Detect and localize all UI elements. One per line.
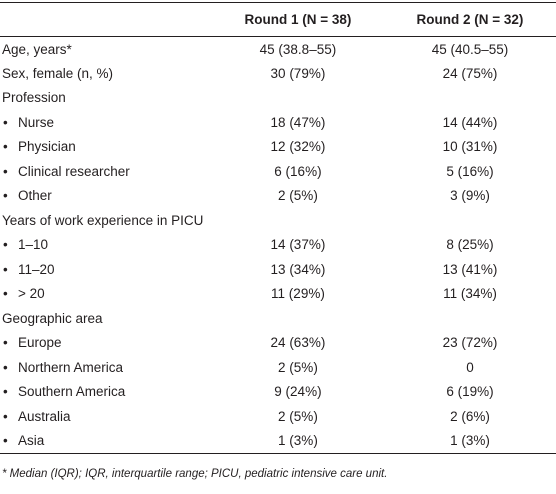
row: 11–20 13 (34%) 13 (41%): [0, 257, 556, 282]
row-label: Sex, female (n, %): [2, 65, 114, 81]
row-label: Northern America: [0, 355, 212, 380]
row-label: > 20: [0, 282, 212, 307]
row: Nurse 18 (47%) 14 (44%): [0, 110, 556, 135]
row: > 20 11 (29%) 11 (34%): [0, 282, 556, 307]
row-label: 1–10: [0, 233, 212, 258]
cell: 0: [466, 359, 474, 375]
cell: 14 (37%): [270, 237, 326, 253]
cell: 2 (5%): [278, 408, 318, 424]
cell: 8 (25%): [446, 237, 494, 253]
cell: 6 (19%): [446, 384, 494, 400]
data-table: Round 1 (N = 38) Round 2 (N = 32) Age, y…: [0, 2, 556, 454]
cell: 1 (3%): [450, 433, 490, 448]
header-cell: Round 1 (N = 38): [244, 12, 352, 27]
row-label: Other: [0, 184, 212, 209]
row-label: Nurse: [0, 110, 212, 135]
cell: 10 (31%): [442, 139, 498, 155]
row: Clinical researcher 6 (16%) 5 (16%): [0, 159, 556, 184]
row-label: Europe: [0, 331, 212, 356]
cell: 18 (47%): [270, 114, 326, 130]
cell: 1 (3%): [278, 433, 318, 448]
cell: 11 (34%): [443, 286, 497, 302]
row: Northern America 2 (5%) 0: [0, 355, 556, 380]
row: Other 2 (5%) 3 (9%): [0, 184, 556, 209]
cell: 30 (79%): [270, 65, 326, 81]
row-label: Asia: [0, 429, 212, 454]
row: Asia 1 (3%) 1 (3%): [0, 429, 556, 454]
cell: 9 (24%): [274, 384, 322, 400]
cell: 3 (9%): [450, 188, 490, 204]
cell: 24 (75%): [442, 65, 498, 81]
row-label: Clinical researcher: [0, 159, 212, 184]
cell: 2 (5%): [278, 359, 318, 375]
footnote: * Median (IQR); IQR, interquartile range…: [2, 467, 388, 480]
group-title: Profession: [2, 90, 66, 106]
row: Sex, female (n, %) 30 (79%) 24 (75%): [0, 61, 556, 86]
cell: 12 (32%): [270, 139, 326, 155]
cell: 5 (16%): [446, 163, 494, 179]
cell: 13 (41%): [442, 261, 498, 277]
row-label: Age, years*: [2, 41, 72, 57]
cell: 13 (34%): [270, 261, 326, 277]
header-row: Round 1 (N = 38) Round 2 (N = 32): [0, 2, 556, 37]
cell: 11 (29%): [271, 286, 325, 302]
row: Age, years* 45 (38.8–55) 45 (40.5–55): [0, 37, 556, 62]
row: Australia 2 (5%) 2 (6%): [0, 404, 556, 429]
group-row: Profession: [0, 86, 556, 111]
cell: 14 (44%): [442, 114, 498, 130]
header-cell: Round 2 (N = 32): [416, 12, 524, 27]
cell: 2 (6%): [450, 408, 490, 424]
cell: 2 (5%): [278, 188, 318, 204]
cell: 23 (72%): [442, 335, 498, 351]
cell: 24 (63%): [270, 335, 326, 351]
row: Southern America 9 (24%) 6 (19%): [0, 380, 556, 405]
row: 1–10 14 (37%) 8 (25%): [0, 233, 556, 258]
row-label: Australia: [0, 404, 212, 429]
row-label: Physician: [0, 135, 212, 160]
group-row: Years of work experience in PICU: [0, 208, 556, 233]
row: Physician 12 (32%) 10 (31%): [0, 135, 556, 160]
cell: 45 (38.8–55): [259, 41, 337, 57]
row: Europe 24 (63%) 23 (72%): [0, 331, 556, 356]
group-row: Geographic area: [0, 306, 556, 331]
row-label: Southern America: [0, 380, 212, 405]
cell: 6 (16%): [274, 163, 322, 179]
cell: 45 (40.5–55): [431, 41, 509, 57]
header-empty: [0, 3, 212, 37]
group-title: Geographic area: [2, 310, 103, 326]
group-title: Years of work experience in PICU: [2, 212, 204, 228]
row-label: 11–20: [0, 257, 212, 282]
